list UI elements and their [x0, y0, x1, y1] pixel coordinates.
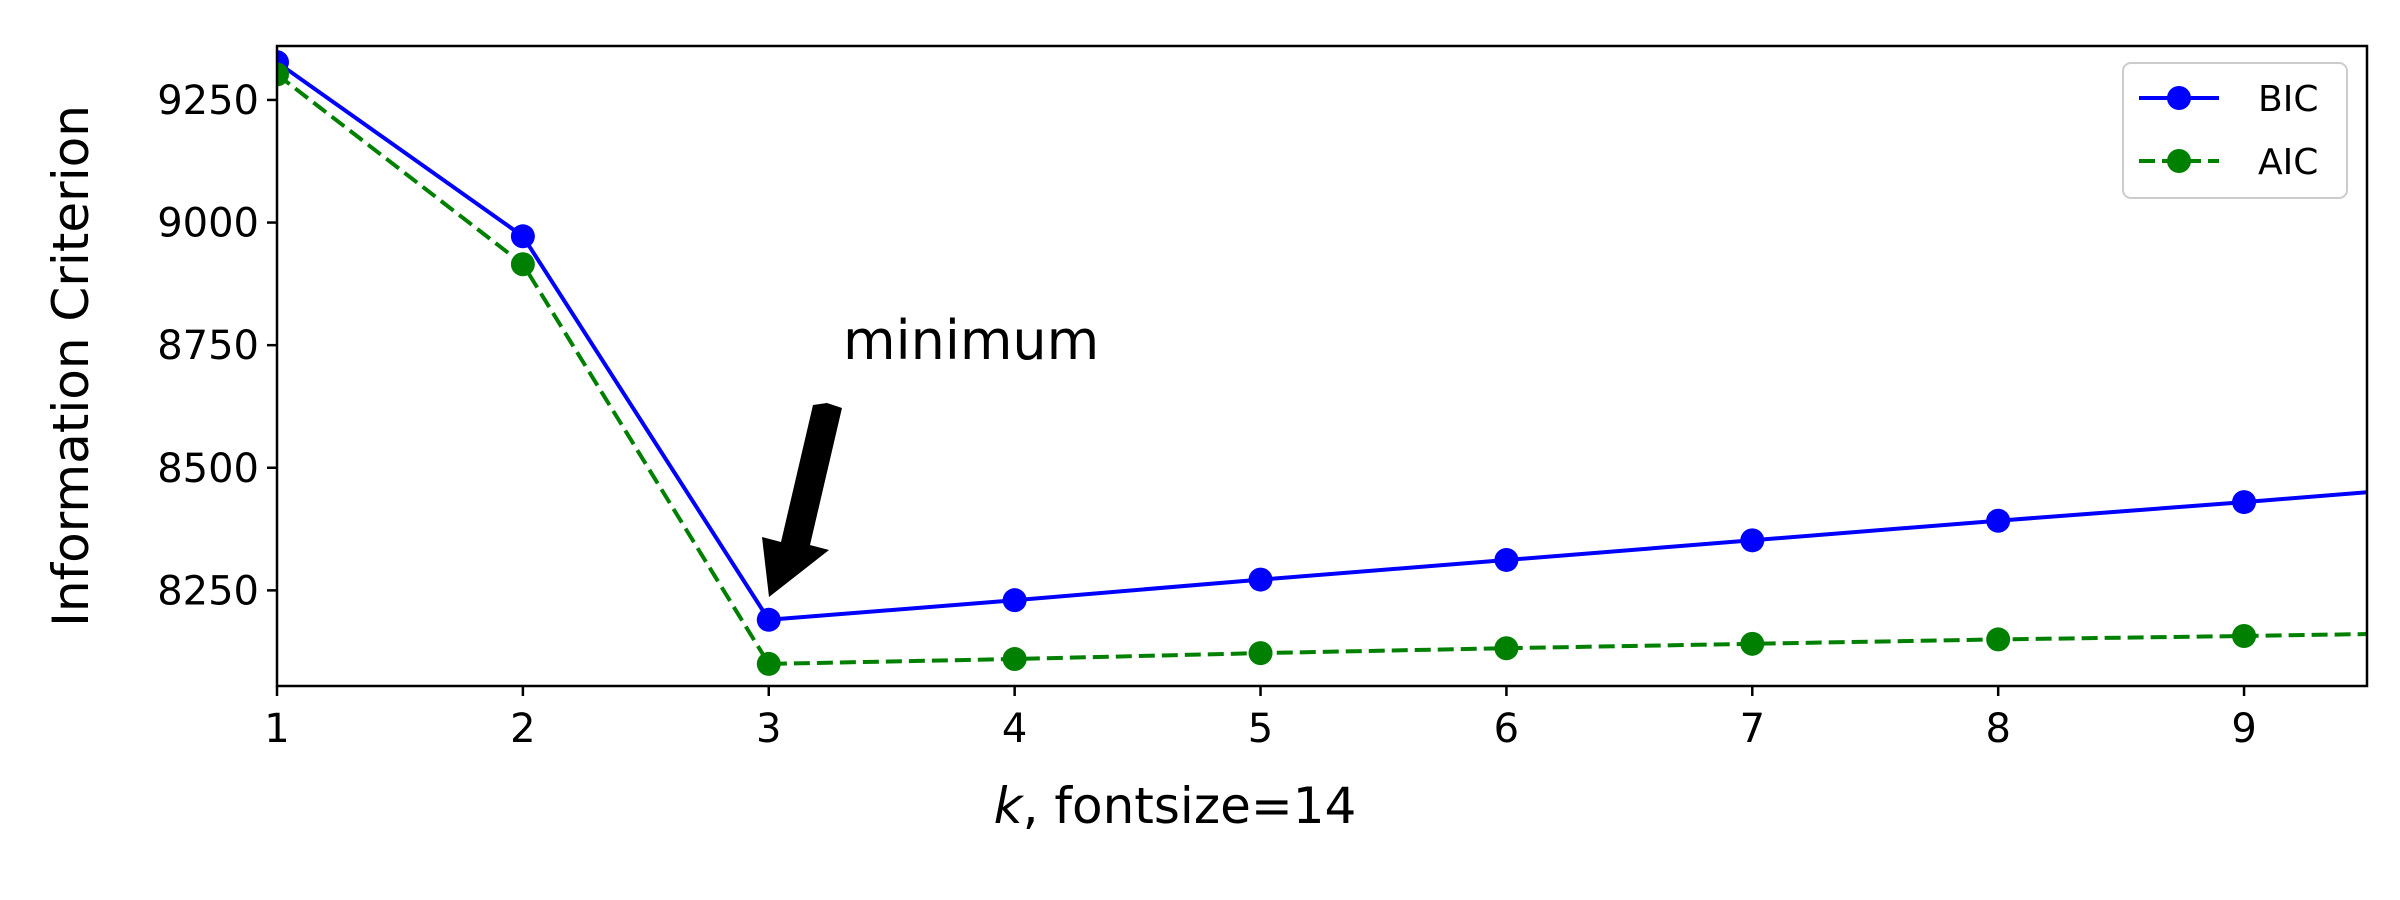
y-tick-label: 9000 [157, 201, 259, 247]
x-axis-label: k, fontsize=14 [994, 777, 1357, 835]
legend-entry-bic: BIC [2139, 79, 2318, 120]
data-point-aic [277, 62, 289, 87]
x-tick-label: 4 [1002, 706, 1027, 752]
x-tick-label: 1 [264, 706, 289, 752]
x-tick-label: 8 [1985, 706, 2010, 752]
data-point-aic [1248, 641, 1273, 666]
data-point-aic [1740, 631, 1765, 656]
series-layer [277, 50, 2367, 676]
data-point-aic [2232, 623, 2257, 648]
data-point-bic [1986, 508, 2011, 533]
x-tick-label: 5 [1248, 706, 1273, 752]
y-tick-label: 9250 [157, 78, 259, 124]
minimum-arrow [762, 403, 842, 597]
data-point-bic [1494, 547, 1519, 572]
legend-entry-aic: AIC [2139, 142, 2318, 183]
x-axis-label-rest: , fontsize=14 [1023, 777, 1357, 835]
data-point-bic [1740, 528, 1765, 553]
legend-label-bic: BIC [2258, 79, 2318, 120]
y-axis-label: Information Criterion [42, 105, 100, 627]
y-axis-ticks: 8250 8500 8750 9000 9250 [157, 78, 277, 614]
data-point-aic [756, 651, 781, 676]
x-tick-label: 3 [756, 706, 781, 752]
series-line-aic [277, 72, 2367, 666]
data-point-aic [1002, 647, 1027, 672]
data-point-bic [2232, 490, 2257, 515]
y-tick-label: 8250 [157, 568, 259, 614]
legend-marker-bic [2167, 86, 2191, 110]
legend-label-aic: AIC [2258, 142, 2318, 183]
data-point-bic [1248, 567, 1273, 592]
x-tick-label: 6 [1494, 706, 1519, 752]
data-point-aic [510, 252, 535, 277]
x-tick-label: 7 [1740, 706, 1765, 752]
y-tick-label: 8750 [157, 323, 259, 369]
data-point-aic [1986, 627, 2011, 652]
data-point-bic [510, 224, 535, 249]
plot-frame [275, 44, 2369, 688]
legend-marker-aic [2167, 149, 2191, 173]
x-tick-label: 2 [510, 706, 535, 752]
x-axis-ticks: 1 2 3 4 5 6 7 8 9 [264, 686, 2257, 752]
minimum-annotation: minimum [762, 309, 1099, 597]
series-line-bic [277, 60, 2367, 622]
legend: BIC AIC [2122, 62, 2348, 199]
x-axis-label-italic: k [994, 777, 1025, 835]
x-tick-label: 9 [2231, 706, 2256, 752]
y-tick-label: 8500 [157, 446, 259, 492]
data-point-bic [756, 607, 781, 632]
data-point-bic [1002, 588, 1027, 613]
minimum-annotation-label: minimum [843, 309, 1099, 372]
data-point-aic [1494, 636, 1519, 661]
